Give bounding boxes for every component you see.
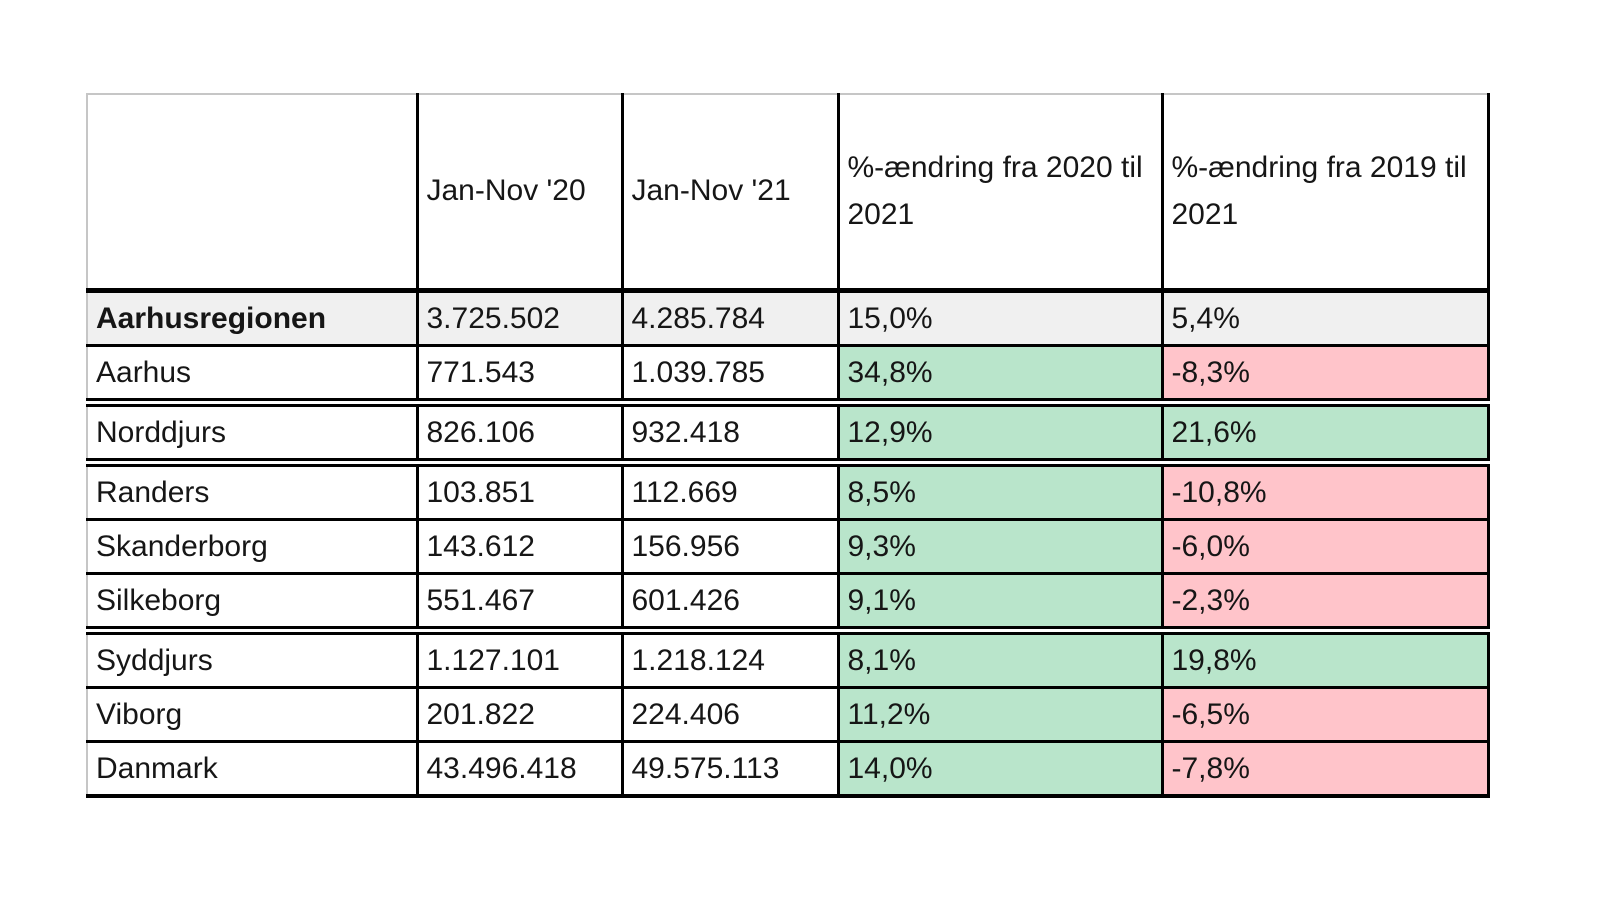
region-name-cell: Skanderborg bbox=[86, 519, 419, 575]
jan-nov-21-value-cell: 1.218.124 bbox=[620, 630, 840, 689]
visitor-stats-table: Jan-Nov '20 Jan-Nov '21 %-ændring fra 20… bbox=[86, 93, 1490, 798]
pct-change-2019-2021-cell: 5,4% bbox=[1160, 290, 1490, 347]
table-row: Danmark 43.496.418 49.575.113 14,0% -7,8… bbox=[86, 741, 1490, 798]
jan-nov-20-value-cell: 201.822 bbox=[415, 687, 624, 743]
jan-nov-20-value-cell: 1.127.101 bbox=[415, 630, 624, 689]
pct-change-2020-2021-cell: 9,1% bbox=[836, 573, 1164, 635]
jan-nov-20-value-cell: 771.543 bbox=[415, 345, 624, 407]
jan-nov-20-value-cell: 551.467 bbox=[415, 573, 624, 635]
table-row: Aarhus 771.543 1.039.785 34,8% -8,3% bbox=[86, 345, 1490, 407]
pct-change-2020-2021-cell: 34,8% bbox=[836, 345, 1164, 407]
table-row: Aarhusregionen 3.725.502 4.285.784 15,0%… bbox=[86, 290, 1490, 347]
pct-change-2020-2021-cell: 12,9% bbox=[836, 402, 1164, 467]
jan-nov-21-value-cell: 4.285.784 bbox=[620, 290, 840, 347]
jan-nov-21-value-cell: 224.406 bbox=[620, 687, 840, 743]
pct-change-2019-2021-cell: 19,8% bbox=[1160, 630, 1490, 689]
jan-nov-20-value-cell: 103.851 bbox=[415, 462, 624, 521]
jan-nov-20-value-cell: 826.106 bbox=[415, 402, 624, 467]
jan-nov-21-value-cell: 112.669 bbox=[620, 462, 840, 521]
pct-change-2019-2021-cell: -10,8% bbox=[1160, 462, 1490, 521]
pct-change-2019-2021-cell: -2,3% bbox=[1160, 573, 1490, 635]
jan-nov-20-value-cell: 3.725.502 bbox=[415, 290, 624, 347]
table-row: Norddjurs 826.106 932.418 12,9% 21,6% bbox=[86, 402, 1490, 467]
table-body: Aarhusregionen 3.725.502 4.285.784 15,0%… bbox=[86, 290, 1490, 798]
jan-nov-21-value-cell: 156.956 bbox=[620, 519, 840, 575]
column-header-jan-nov-20: Jan-Nov '20 bbox=[415, 93, 624, 293]
region-name-cell: Viborg bbox=[86, 687, 419, 743]
pct-change-2019-2021-cell: -7,8% bbox=[1160, 741, 1490, 798]
column-header-region bbox=[86, 93, 419, 293]
table-row: Silkeborg 551.467 601.426 9,1% -2,3% bbox=[86, 573, 1490, 635]
pct-change-2019-2021-cell: 21,6% bbox=[1160, 402, 1490, 467]
pct-change-2020-2021-cell: 8,1% bbox=[836, 630, 1164, 689]
jan-nov-21-value-cell: 601.426 bbox=[620, 573, 840, 635]
pct-change-2020-2021-cell: 9,3% bbox=[836, 519, 1164, 575]
region-name-cell: Norddjurs bbox=[86, 402, 419, 467]
pct-change-2020-2021-cell: 15,0% bbox=[836, 290, 1164, 347]
jan-nov-20-value-cell: 143.612 bbox=[415, 519, 624, 575]
pct-change-2019-2021-cell: -6,0% bbox=[1160, 519, 1490, 575]
column-header-pct-change-2020-2021: %-ændring fra 2020 til 2021 bbox=[836, 93, 1164, 293]
region-name-cell: Aarhus bbox=[86, 345, 419, 407]
region-name-cell: Randers bbox=[86, 462, 419, 521]
region-name-cell: Aarhusregionen bbox=[86, 290, 419, 347]
region-name-cell: Danmark bbox=[86, 741, 419, 798]
column-header-jan-nov-21: Jan-Nov '21 bbox=[620, 93, 840, 293]
table-row: Skanderborg 143.612 156.956 9,3% -6,0% bbox=[86, 519, 1490, 575]
pct-change-2020-2021-cell: 11,2% bbox=[836, 687, 1164, 743]
pct-change-2019-2021-cell: -8,3% bbox=[1160, 345, 1490, 407]
pct-change-2020-2021-cell: 14,0% bbox=[836, 741, 1164, 798]
table-row: Viborg 201.822 224.406 11,2% -6,5% bbox=[86, 687, 1490, 743]
table-row: Syddjurs 1.127.101 1.218.124 8,1% 19,8% bbox=[86, 630, 1490, 689]
jan-nov-21-value-cell: 1.039.785 bbox=[620, 345, 840, 407]
pct-change-2020-2021-cell: 8,5% bbox=[836, 462, 1164, 521]
region-name-cell: Silkeborg bbox=[86, 573, 419, 635]
column-header-pct-change-2019-2021: %-ændring fra 2019 til 2021 bbox=[1160, 93, 1490, 293]
jan-nov-21-value-cell: 49.575.113 bbox=[620, 741, 840, 798]
region-name-cell: Syddjurs bbox=[86, 630, 419, 689]
pct-change-2019-2021-cell: -6,5% bbox=[1160, 687, 1490, 743]
jan-nov-21-value-cell: 932.418 bbox=[620, 402, 840, 467]
table-row: Randers 103.851 112.669 8,5% -10,8% bbox=[86, 462, 1490, 521]
jan-nov-20-value-cell: 43.496.418 bbox=[415, 741, 624, 798]
header-row: Jan-Nov '20 Jan-Nov '21 %-ændring fra 20… bbox=[86, 93, 1490, 293]
